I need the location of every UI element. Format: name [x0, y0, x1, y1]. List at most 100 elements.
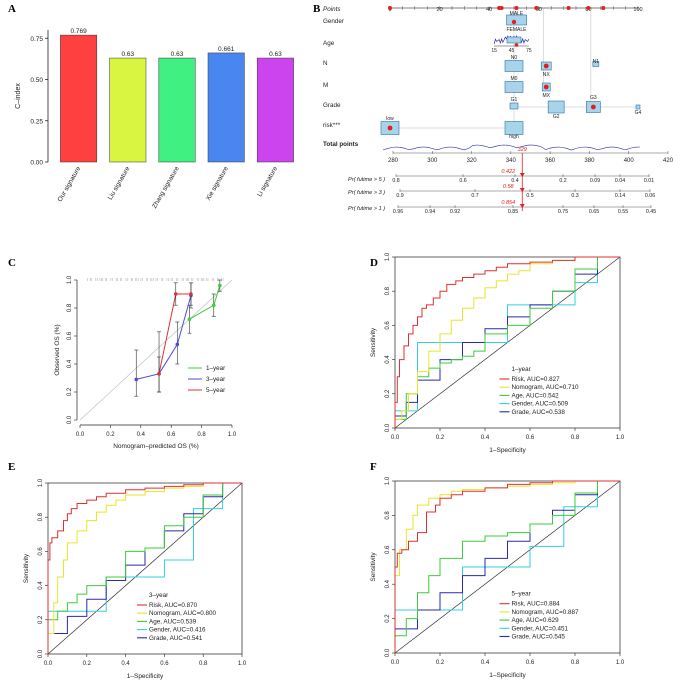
x-tick-label: 0.0 [391, 435, 400, 441]
points-marker [601, 6, 606, 10]
calibration-line [158, 293, 191, 374]
x-tick-label: 0.4 [481, 435, 490, 441]
roc-curve [47, 482, 242, 654]
legend-label: Gender, AUC=0.509 [512, 401, 569, 408]
legend-label: Nomogram, AUC=0.887 [512, 609, 580, 616]
pr3-tick-label: 0.9 [396, 193, 403, 199]
x-tick-label: 0.0 [391, 660, 400, 666]
calibration-point [175, 342, 180, 347]
ideal-diagonal [79, 279, 233, 421]
roc-curve [47, 482, 242, 654]
legend-label: Grade, AUC=0.541 [149, 635, 203, 642]
row-label-total-points: Total points [323, 141, 359, 148]
x-tick-label: 0.2 [436, 435, 445, 441]
row-label-pr5: Pr( futime > 5 ) [348, 177, 385, 183]
row-label-grade: Grade [323, 102, 341, 109]
grade-box-g1 [509, 102, 519, 110]
bar [60, 34, 98, 163]
pr3-tick-label: 0.5 [526, 193, 533, 199]
gender-box [506, 14, 527, 26]
pr3-tick-label: 0.7 [471, 193, 478, 199]
bar [256, 57, 294, 163]
x-tick-label: 0.4 [121, 661, 130, 667]
x-tick-label: 0.0 [44, 661, 53, 667]
panel-label-d: D [370, 257, 378, 269]
x-tick-label: Our signature [57, 165, 83, 203]
m-box-m0 [504, 81, 524, 93]
roc-curve [394, 480, 620, 653]
points-marker [499, 6, 504, 10]
legend-label: Risk, AUC=0.870 [149, 602, 198, 609]
points-tick-label: 40 [486, 7, 492, 13]
row-label-age: Age [323, 40, 335, 47]
calibration-point [134, 377, 139, 382]
panel-b-nomogram: Points Gender Age N M Grade risk*** Total point… [323, 6, 674, 215]
x-tick-label: 0.2 [436, 660, 445, 666]
x-tick-label: 1.0 [228, 432, 237, 438]
pr1-tick-label: 0.92 [450, 209, 460, 215]
points-marker [534, 6, 539, 10]
y-axis-label: C–index [15, 83, 22, 109]
legend-label: 5–year [206, 387, 225, 394]
legend-label: Age, AUC=0.629 [512, 617, 560, 624]
y-axis-label: Sensitivity [370, 327, 377, 357]
x-tick-label: 1.0 [616, 435, 625, 441]
y-tick-label: 0.0 [385, 648, 391, 657]
pr1-tick-label: 0.85 [508, 209, 518, 215]
total-points-value: 329 [518, 147, 527, 153]
diagonal-reference [47, 482, 243, 655]
calibration-point [189, 292, 193, 296]
bar-value-label: 0.63 [121, 51, 134, 58]
y-tick-label: 0.2 [67, 387, 73, 396]
total-points-tick-label: 280 [388, 158, 399, 164]
panel-c-calibration-plot: 0.0 0.0 0.2 0.2 0.4 0.4 0.6 0.6 0.8 0.8 1.0 1.0 Nomo… [54, 275, 237, 450]
bar-value-label: 0.769 [70, 28, 87, 35]
legend-label: Risk, AUC=0.827 [512, 376, 561, 383]
x-tick-label: 0.2 [106, 432, 115, 438]
gender-marker [511, 19, 517, 25]
roc-curve [394, 480, 620, 653]
row-label-risk: risk*** [323, 122, 341, 129]
total-points-tick-label: 380 [584, 158, 595, 164]
legend-label: Nomogram, AUC=0.710 [512, 384, 580, 391]
bar-value-label: 0.63 [269, 51, 282, 58]
y-tick-label: 0.2 [38, 615, 44, 624]
x-axis-label: 1–Specificity [489, 672, 526, 679]
pr5-tick-label: 0.4 [511, 178, 518, 184]
calibration-point [187, 317, 192, 322]
pr3-red-arrow [519, 188, 525, 192]
x-tick-label: 0.2 [83, 661, 92, 667]
calibration-point [211, 303, 216, 308]
bar [158, 57, 196, 163]
x-tick-label: 0.6 [526, 660, 535, 666]
x-tick-label: 0.6 [160, 661, 169, 667]
points-marker [586, 6, 591, 10]
x-tick-label: Zhang signature [151, 165, 181, 210]
bar [207, 52, 245, 163]
y-tick-label: 0.0 [67, 415, 73, 424]
panel-a-bar-chart: 0.00 0.25 0.50 0.75 C–index 0.769 Our signatur… [15, 28, 294, 210]
panel-d-roc-1-year: 0.00.0 0.2 0.2 0.4 0.4 0.6 0.6 0.8 0.8 1.0 1.0 1–Sp… [370, 252, 625, 454]
x-tick-label: Liu signature [107, 165, 132, 201]
n-box-n0 [504, 60, 524, 72]
total-points-tick-label: 420 [663, 158, 674, 164]
pr5-tick-label: 0.01 [644, 178, 654, 184]
row-label-m: M [323, 82, 328, 89]
pr3-tick-label: 0.3 [571, 193, 578, 199]
pr1-tick-label: 0.65 [589, 209, 599, 215]
y-tick-label: 0.2 [385, 389, 391, 398]
gender-level-female: FEMALE [506, 27, 527, 33]
y-tick-label: 0.8 [385, 511, 391, 520]
m-level-mx: MX [542, 93, 550, 99]
y-tick-label: 1.0 [38, 478, 44, 487]
y-tick-label: 0.75 [30, 36, 43, 43]
roc-curve [394, 256, 620, 428]
y-tick-label: 0.4 [385, 355, 391, 364]
y-tick-label: 0.6 [385, 321, 391, 330]
x-axis-label: 1–Specificity [489, 447, 526, 454]
total-points-tick-label: 300 [427, 158, 438, 164]
y-tick-label: 0.8 [38, 512, 44, 521]
row-label-pr1: Pr( futime > 1 ) [348, 206, 385, 212]
n-level-n1: N1 [593, 59, 600, 65]
